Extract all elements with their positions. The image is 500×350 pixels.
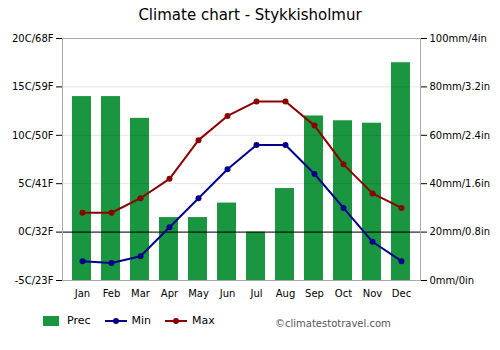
svg-text:0mm/0in: 0mm/0in <box>430 275 475 286</box>
svg-text:Feb: Feb <box>103 288 121 299</box>
html-text:Min: Min <box>131 314 152 327</box>
svg-text:0C/32F: 0C/32F <box>18 226 53 237</box>
svg-text:10C/50F: 10C/50F <box>12 130 54 141</box>
svg-text:80mm/3.2in: 80mm/3.2in <box>430 81 491 92</box>
html-text:Max: Max <box>192 314 215 327</box>
html-text:©climatestotravel.com: ©climatestotravel.com <box>275 318 391 329</box>
html-text:Climate chart - Stykkisholmur: Climate chart - Stykkisholmur <box>138 6 362 24</box>
svg-text:Apr: Apr <box>161 288 179 299</box>
svg-text:Jan: Jan <box>74 288 90 299</box>
svg-text:20mm/0.8in: 20mm/0.8in <box>430 226 491 237</box>
svg-text:-5C/23F: -5C/23F <box>15 275 54 286</box>
svg-text:60mm/2.4in: 60mm/2.4in <box>430 130 491 141</box>
svg-text:40mm/1.6in: 40mm/1.6in <box>430 178 491 189</box>
html-text:Prec: Prec <box>67 314 91 327</box>
svg-text:Oct: Oct <box>335 288 352 299</box>
svg-text:Jun: Jun <box>219 288 236 299</box>
svg-text:15C/59F: 15C/59F <box>12 81 54 92</box>
svg-text:Sep: Sep <box>305 288 324 299</box>
svg-text:5C/41F: 5C/41F <box>18 178 53 189</box>
svg-text:Dec: Dec <box>392 288 411 299</box>
svg-text:Mar: Mar <box>131 288 151 299</box>
svg-text:100mm/4in: 100mm/4in <box>430 33 487 44</box>
svg-text:Jul: Jul <box>249 288 262 299</box>
svg-text:Nov: Nov <box>363 288 383 299</box>
svg-text:May: May <box>188 288 209 299</box>
svg-text:20C/68F: 20C/68F <box>12 33 54 44</box>
svg-text:Aug: Aug <box>276 288 296 299</box>
